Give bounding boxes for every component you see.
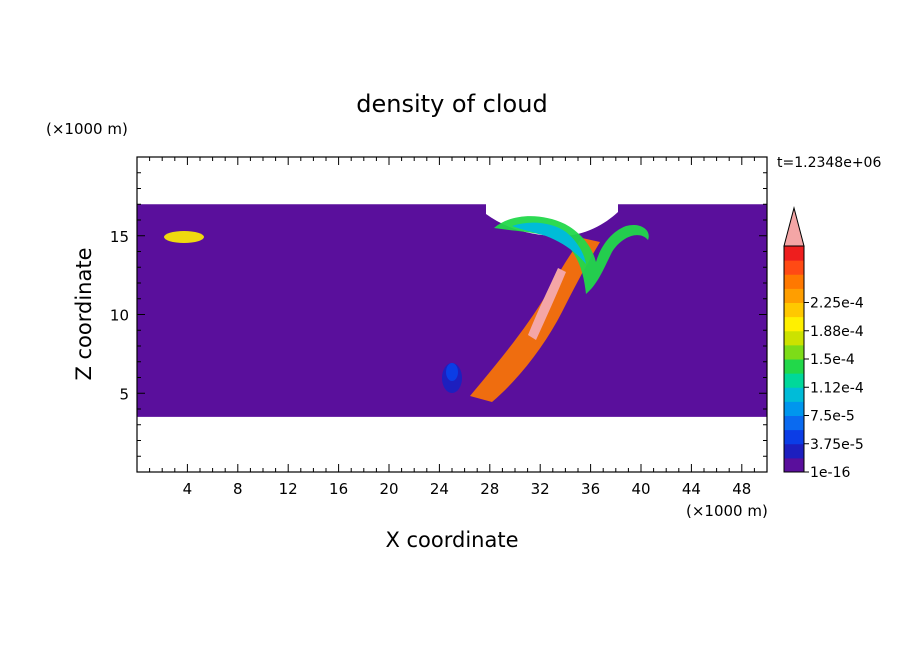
- colorbar-label: 1.12e-4: [810, 380, 864, 396]
- time-label: t=1.2348e+06: [777, 155, 881, 171]
- overshoot-swirl-inner: [512, 222, 586, 264]
- cloud-band: [137, 204, 767, 417]
- colorbar-label: 2.25e-4: [810, 296, 864, 312]
- x-unit-label: (×1000 m): [686, 502, 768, 520]
- x-tick-label: 8: [233, 480, 243, 498]
- colorbar-label: 1e-16: [810, 465, 850, 481]
- x-tick-label: 12: [279, 480, 298, 498]
- colorbar-swatch: [784, 415, 804, 431]
- colorbar-label: 3.75e-5: [810, 437, 864, 453]
- x-tick-label: 44: [682, 480, 701, 498]
- colorbar: 1e-16 3.75e-5 7.5e-5 1.12e-4 1.5e-4 1.88e-4 2.…: [783, 206, 864, 481]
- colorbar-swatch: [784, 401, 804, 416]
- y-axis-title: Z coordinate: [72, 247, 96, 380]
- x-tick-label: 4: [183, 480, 193, 498]
- x-tick-label: 28: [480, 480, 499, 498]
- colorbar-swatch: [784, 344, 804, 360]
- y-tick-label: 5: [119, 385, 129, 403]
- x-tick-label: 40: [631, 480, 650, 498]
- colorbar-label: 1.5e-4: [810, 352, 855, 368]
- chart-title: density of cloud: [356, 90, 547, 118]
- colorbar-swatch: [784, 359, 804, 374]
- x-tick-label: 20: [379, 480, 398, 498]
- colorbar-swatch: [784, 457, 804, 473]
- colorbar-swatch: [784, 373, 804, 388]
- colorbar-label: 1.88e-4: [810, 324, 864, 340]
- colorbar-swatch: [784, 302, 804, 318]
- x-axis-ticks: 4 8 12 16 20 24 28 32 36 40 44 48: [149, 157, 755, 498]
- y-tick-label: 10: [110, 307, 129, 325]
- y-axis-ticks: 5 10 15: [110, 172, 767, 457]
- y-unit-label: (×1000 m): [46, 120, 128, 138]
- colorbar-swatch: [784, 443, 804, 459]
- updraft-core: [528, 268, 566, 340]
- x-tick-label: 32: [531, 480, 550, 498]
- y-tick-label: 15: [110, 228, 129, 246]
- cloud-field: [137, 196, 767, 417]
- lower-anvil-highlight: [164, 231, 204, 243]
- x-tick-label: 16: [329, 480, 348, 498]
- colorbar-swatch: [784, 260, 804, 275]
- x-tick-label: 36: [581, 480, 600, 498]
- colorbar-swatch: [784, 330, 804, 346]
- colorbar-extend-arrow: [783, 206, 805, 247]
- colorbar-swatch: [784, 246, 804, 261]
- colorbar-swatch: [784, 288, 804, 303]
- x-tick-label: 24: [430, 480, 449, 498]
- colorbar-swatch: [784, 316, 804, 332]
- x-tick-label: 48: [732, 480, 751, 498]
- overshoot-swirl: [494, 216, 649, 294]
- colorbar-label: 7.5e-5: [810, 409, 855, 425]
- colorbar-swatch: [784, 274, 804, 289]
- colorbar-swatch: [784, 387, 804, 402]
- colorbar-swatch: [784, 429, 804, 445]
- x-axis-title: X coordinate: [385, 528, 518, 552]
- low-level-pocket-core: [446, 363, 458, 381]
